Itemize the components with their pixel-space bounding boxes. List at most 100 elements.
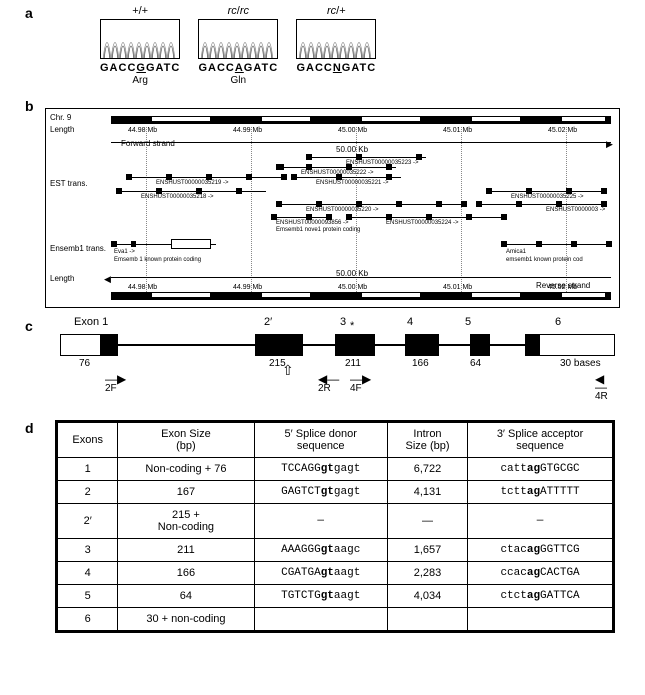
exon-filled-box: [525, 334, 540, 356]
table-row: 1Non-coding + 76TCCAGGgtgagt6,722cattagG…: [57, 458, 614, 481]
transcript-exon-box: [236, 188, 242, 194]
transcript-exon-box: [536, 241, 542, 247]
transcript-id-label: ENSHUST00000035218 ->: [141, 194, 214, 200]
chromatogram-box: [100, 19, 180, 59]
transcript-exon-box: [246, 174, 252, 180]
transcript-id-label: ENSHUST00000035219 ->: [156, 180, 229, 186]
exon-name-label: 4: [407, 316, 413, 328]
tick-label: 44.98 Mb: [128, 284, 157, 291]
primer-arrow: —▶2F: [105, 375, 126, 394]
exon-size-label: 30 bases: [560, 358, 601, 369]
amica-sub-label: emsemb1 known protein cod: [506, 257, 583, 263]
cell-exon: 2: [57, 481, 118, 504]
transcript-exon-box: [516, 201, 522, 207]
transcript-exon-box: [461, 201, 467, 207]
cell-intron: 4,034: [387, 585, 467, 608]
panel-b: Chr. 9 Length EST trans. Ensemb1 trans. …: [45, 108, 620, 308]
transcript-exon-box: [476, 201, 482, 207]
transcript-exon-box: [571, 241, 577, 247]
tick-label: 45.01 Mb: [443, 284, 472, 291]
transcript-line: [486, 191, 606, 192]
tick-label: 45.00 Mb: [338, 284, 367, 291]
panel-d-label: d: [25, 420, 34, 436]
exon-size-label: 166: [412, 358, 429, 369]
primer-arrow: ◀—2R: [318, 375, 339, 394]
exon-table: ExonsExon Size(bp)5′ Splice donorsequenc…: [55, 420, 615, 633]
cell-intron: 2,283: [387, 562, 467, 585]
cell-intron: 6,722: [387, 458, 467, 481]
amica-label: Amica1: [506, 249, 526, 255]
chromatogram-seq: GACCGGATC: [100, 62, 180, 74]
open-arrow-icon: ⇧: [282, 362, 294, 379]
bottom-chrom-bar: [111, 292, 611, 300]
chromatogram-header: rc/+: [327, 5, 346, 17]
cell-size: 211: [118, 539, 254, 562]
cell-donor: TCCAGGgtgagt: [254, 458, 387, 481]
table-header: Exons: [57, 422, 118, 458]
exon-filled-box: [335, 334, 375, 356]
table-header: Exon Size(bp): [118, 422, 254, 458]
chr-label: Chr. 9: [50, 113, 71, 122]
tick-label: 45.01 Mb: [443, 127, 472, 134]
chromatogram-header: +/+: [132, 5, 148, 17]
transcript-exon-box: [131, 241, 136, 247]
cell-size: 215 +Non-coding: [118, 504, 254, 539]
chromatogram-block: +/+ GACCGGATCArg: [100, 5, 180, 86]
tick-label: 45.02 Mb: [548, 127, 577, 134]
cell-donor: GAGTCTgtgagt: [254, 481, 387, 504]
cell-intron: —: [387, 504, 467, 539]
cell-exon: 3: [57, 539, 118, 562]
cell-size: Non-coding + 76: [118, 458, 254, 481]
cell-exon: 5: [57, 585, 118, 608]
cell-intron: [387, 608, 467, 632]
est-label: EST trans.: [50, 179, 88, 188]
cell-size: 167: [118, 481, 254, 504]
chromatogram-header: rc/rc: [228, 5, 249, 17]
ensembl-novel-label: Emsemb1 nove1 protein coding: [276, 227, 360, 233]
tick-label: 45.02 Mb: [548, 284, 577, 291]
transcript-line: [476, 204, 606, 205]
cell-donor: CGATGAgtaagt: [254, 562, 387, 585]
forward-arrow-line: [111, 142, 611, 143]
length2-label: Length: [50, 274, 74, 283]
primer-arrow: ◀—4R: [595, 375, 615, 402]
exon-name-label: 6: [555, 316, 561, 328]
top-chrom-bar: [111, 116, 611, 124]
table-row: 630 + non-coding: [57, 608, 614, 632]
chromatogram-aa: Arg: [132, 75, 148, 86]
exon-size-label: 76: [79, 358, 90, 369]
transcript-id-label: ENSHUST0000003 ->: [546, 207, 605, 213]
exon-name-label: 5: [465, 316, 471, 328]
reverse-arrowhead: ◀: [104, 274, 111, 285]
table-header: 5′ Splice donorsequence: [254, 422, 387, 458]
table-header: 3′ Splice acceptorsequence: [468, 422, 614, 458]
exon-name-label: 3: [340, 316, 346, 328]
transcript-exon-box: [306, 154, 312, 160]
span-top: 50.00 Kb: [336, 145, 368, 154]
star-icon: *: [350, 320, 354, 332]
transcript-id-label: ENSHUST00000035224 ->: [386, 220, 459, 226]
primer-arrow: —▶4F: [350, 375, 371, 394]
panel-c-label: c: [25, 318, 33, 334]
transcript-exon-box: [601, 188, 607, 194]
cell-donor: TGTCTGgtaagt: [254, 585, 387, 608]
transcript-line: [116, 191, 266, 192]
span-bottom: 50.00 Kb: [336, 269, 368, 278]
cell-acceptor: [468, 608, 614, 632]
cell-exon: 2′: [57, 504, 118, 539]
exon-filled-box: [255, 334, 303, 356]
chromatogram-box: [296, 19, 376, 59]
exon-name-label: 2′: [264, 316, 272, 328]
transcript-exon-box: [291, 174, 297, 180]
cell-acceptor: ctacagGGTTCG: [468, 539, 614, 562]
transcript-line: [276, 167, 396, 168]
cell-acceptor: ccacagCACTGA: [468, 562, 614, 585]
chromatogram-aa: Gln: [231, 75, 247, 86]
cell-acceptor: ctctagGATTCA: [468, 585, 614, 608]
transcript-exon-box: [346, 214, 352, 220]
tick-label: 44.99 Mb: [233, 284, 262, 291]
chromatogram-block: rc/rcGACCAGATCGln: [198, 5, 278, 86]
cell-acceptor: cattagGTGCGC: [468, 458, 614, 481]
cell-donor: AAAGGGgtaagc: [254, 539, 387, 562]
table-row: 2167GAGTCTgtgagt4,131tcttagATTTTT: [57, 481, 614, 504]
